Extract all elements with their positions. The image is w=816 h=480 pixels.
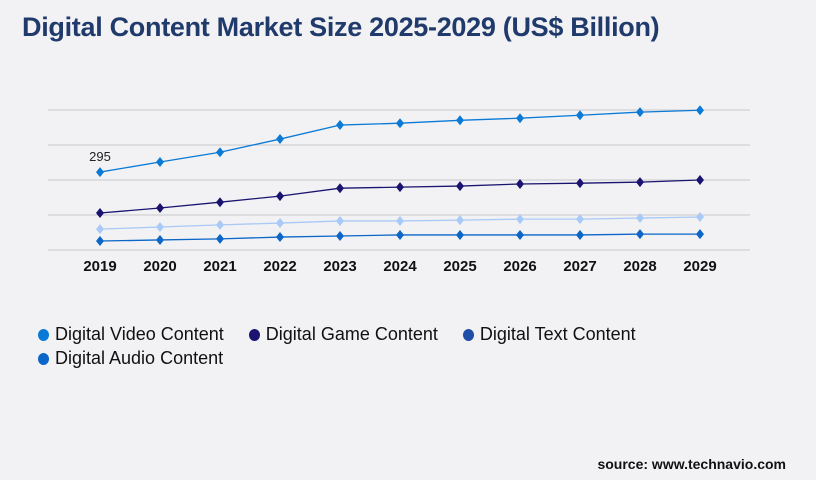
legend-marker — [248, 329, 260, 341]
legend-item-game: Digital Game Content — [248, 322, 438, 346]
data-point — [336, 215, 344, 226]
x-tick-label: 2023 — [323, 258, 356, 275]
data-point — [96, 167, 104, 178]
legend-label: Digital Game Content — [265, 324, 438, 344]
legend-marker — [462, 329, 474, 341]
data-point — [636, 107, 644, 118]
data-point — [216, 147, 224, 158]
x-tick-label: 2021 — [203, 258, 236, 275]
data-point — [96, 224, 104, 235]
data-point — [456, 115, 464, 126]
data-point — [336, 183, 344, 194]
x-tick-label: 2022 — [263, 258, 296, 275]
data-point — [396, 215, 404, 226]
data-point — [516, 214, 524, 225]
data-point — [96, 208, 104, 219]
x-tick-label: 2019 — [83, 258, 116, 275]
data-point — [276, 134, 284, 145]
legend-item-audio: Digital Audio Content — [38, 346, 223, 370]
line-chart: 2019 2020 2021 2022 2023 2024 2025 2026 2027 2028… — [48, 105, 750, 275]
data-point — [576, 229, 584, 240]
data-point — [96, 236, 104, 247]
data-point — [276, 191, 284, 202]
x-tick-label: 2025 — [443, 258, 476, 275]
data-point — [516, 229, 524, 240]
data-point — [456, 215, 464, 226]
data-point — [216, 233, 224, 244]
data-point — [156, 157, 164, 168]
legend-item-text: Digital Text Content — [462, 322, 636, 346]
legend-label: Digital Video Content — [55, 324, 224, 344]
x-tick-label: 2024 — [383, 258, 417, 275]
data-point — [696, 105, 704, 116]
data-point — [696, 175, 704, 185]
chart-title: Digital Content Market Size 2025-2029 (U… — [22, 12, 660, 42]
data-point — [216, 219, 224, 230]
data-point — [516, 178, 524, 189]
data-point — [636, 213, 644, 224]
legend-marker — [38, 353, 49, 365]
data-point — [696, 211, 704, 222]
data-point — [336, 231, 344, 241]
data-point — [336, 120, 344, 131]
x-tick-label: 2027 — [563, 258, 596, 275]
data-point — [396, 118, 404, 129]
data-point — [696, 229, 704, 240]
data-point — [456, 181, 464, 192]
data-point — [276, 218, 284, 229]
data-point — [576, 178, 584, 189]
data-label: 295 — [89, 149, 111, 164]
legend: Digital Video Content Digital Game Conte… — [38, 322, 678, 370]
data-point — [456, 229, 464, 240]
data-point — [396, 229, 404, 240]
data-point — [576, 214, 584, 225]
data-point — [156, 222, 164, 233]
data-point — [576, 110, 584, 121]
data-point — [216, 197, 224, 208]
data-point — [276, 232, 284, 243]
data-point — [156, 203, 164, 213]
legend-item-video: Digital Video Content — [38, 322, 224, 346]
x-tick-label: 2029 — [683, 258, 716, 275]
x-tick-label: 2020 — [143, 258, 176, 275]
data-point — [636, 177, 644, 188]
legend-marker — [38, 329, 49, 341]
data-point — [636, 229, 644, 240]
source-note: source: www.technavio.com — [597, 456, 786, 472]
data-point — [156, 234, 164, 245]
legend-label: Digital Audio Content — [55, 348, 224, 368]
data-point — [516, 113, 524, 124]
x-tick-label: 2028 — [623, 258, 656, 275]
x-tick-label: 2026 — [503, 258, 536, 275]
data-point — [396, 182, 404, 193]
legend-label: Digital Text Content — [479, 324, 636, 344]
